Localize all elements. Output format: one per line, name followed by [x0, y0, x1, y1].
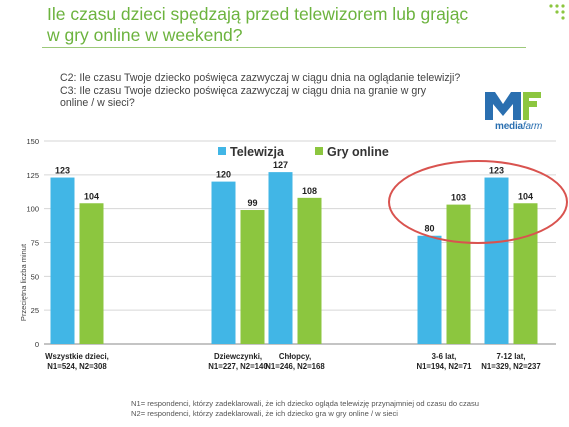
y-tick-label: 50 [31, 272, 39, 281]
logo-brand-bold: media [495, 121, 523, 132]
title-line-2: w gry online w weekend? [47, 25, 243, 45]
question-c2: C2: Ile czasu Twoje dziecko poświęca zaz… [60, 72, 461, 84]
y-tick-label: 25 [31, 306, 39, 315]
data-label: 123 [489, 166, 504, 176]
bar-telewizja [268, 172, 293, 344]
bar-telewizja [484, 177, 509, 344]
x-tick-label: Chłopcy, [279, 352, 311, 361]
bar-gry-online [79, 203, 104, 344]
bar-gry-online [446, 204, 471, 344]
data-label: 120 [216, 170, 231, 180]
title-line-1: Ile czasu dzieci spędzają przed telewizo… [47, 4, 469, 24]
bar-gry-online [513, 203, 538, 344]
legend-swatch-telewizja [218, 147, 226, 155]
y-tick-label: 100 [26, 205, 39, 214]
logo-wordmark: mediafarm [495, 121, 542, 132]
x-tick-label: 7-12 lat, [496, 352, 525, 361]
data-label: 103 [451, 193, 466, 203]
chart-title: Ile czasu dzieci spędzają przed telewizo… [47, 4, 487, 46]
footnotes: N1= respondenci, którzy zadeklarowali, ż… [131, 399, 479, 418]
data-label: 108 [302, 186, 317, 196]
question-c3-line2: online / w sieci? [60, 97, 135, 109]
y-tick-label: 125 [26, 171, 39, 180]
legend-label-gry-online: Gry online [327, 145, 389, 159]
x-tick-sublabel: N1=246, N2=168 [265, 362, 325, 371]
legend-item-telewizja: Telewizja [218, 145, 284, 159]
y-axis-label: Przeciętna liczba minut [19, 243, 28, 321]
data-label: 80 [424, 224, 434, 234]
legend-item-gry-online: Gry online [315, 145, 389, 159]
logo-brand-light: farm [522, 121, 543, 132]
question-c3-line1: C3: Ile czasu Twoje dziecko poświęca zaz… [60, 84, 427, 97]
legend-label-telewizja: Telewizja [230, 145, 284, 159]
bar-gry-online [297, 197, 322, 344]
mediafarm-logo: mediafarm [481, 88, 545, 136]
x-tick-sublabel: N1=227, N2=140 [208, 362, 268, 371]
highlight-ellipse [388, 160, 568, 244]
y-tick-label: 75 [31, 239, 39, 248]
x-tick-sublabel: N1=194, N2=71 [416, 362, 472, 371]
x-tick-sublabel: N1=329, N2=237 [481, 362, 540, 371]
survey-questions: C2: Ile czasu Twoje dziecko poświęca zaz… [60, 72, 470, 110]
data-label: 123 [55, 166, 70, 176]
bar-gry-online [240, 210, 265, 344]
title-divider [42, 47, 526, 48]
bar-telewizja [50, 177, 75, 344]
logo-mark-icon [485, 92, 541, 120]
corner-dots-decoration [549, 4, 565, 20]
footnote-n2: N2= respondenci, którzy zadeklarowali, ż… [131, 408, 398, 418]
data-label: 99 [247, 198, 257, 208]
x-tick-label: 3-6 lat, [432, 352, 457, 361]
legend-swatch-gry-online [315, 147, 323, 155]
data-label: 104 [84, 191, 99, 201]
bar-telewizja [417, 235, 442, 344]
footnote-n1: N1= respondenci, którzy zadeklarowali, ż… [131, 399, 480, 408]
x-tick-label: Dziewczynki, [214, 352, 262, 361]
data-label: 104 [518, 191, 533, 201]
bar-telewizja [211, 181, 236, 344]
y-tick-label: 150 [26, 137, 39, 146]
x-tick-label: Wszystkie dzieci, [45, 352, 109, 361]
y-tick-label: 0 [35, 340, 39, 349]
data-label: 127 [273, 160, 288, 170]
x-tick-sublabel: N1=524, N2=308 [47, 362, 107, 371]
